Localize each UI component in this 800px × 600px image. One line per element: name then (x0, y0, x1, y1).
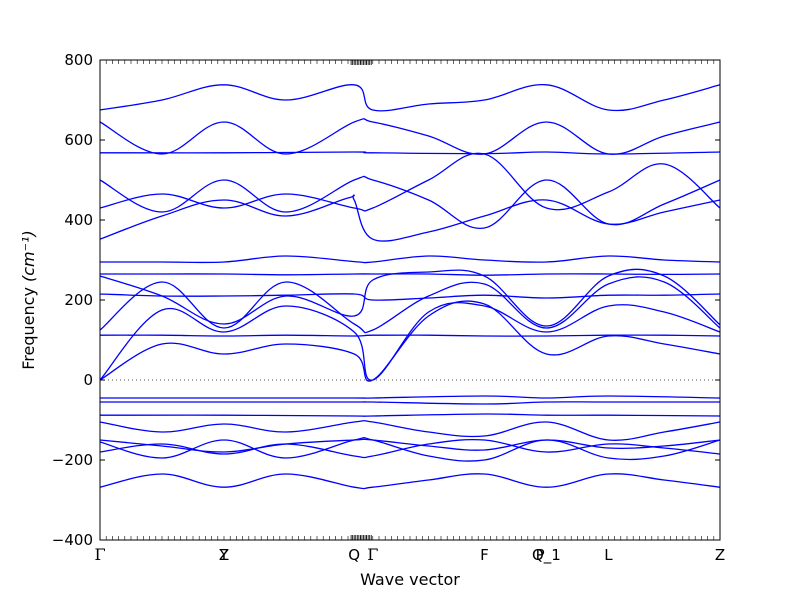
y-axis-label-unit: (cm⁻¹) (19, 230, 38, 282)
x-axis-label: Wave vector (360, 570, 460, 589)
x-tick-label-7: P (536, 546, 545, 564)
y-tick-label: −200 (52, 451, 93, 469)
x-ticks: Γ YZ Q Γ F PQ_1 L Z (94, 60, 725, 565)
y-axis-label-text: Frequency (19, 282, 38, 370)
x-tick-label-10: Z (715, 546, 725, 564)
y-tick-label: 400 (64, 211, 93, 229)
x-tick-label-1: Γ (94, 545, 105, 564)
x-tick-label-4: Q (348, 546, 360, 564)
plot-frame (99, 59, 721, 541)
band-line-18 (99, 420, 721, 441)
band-line-14 (99, 302, 721, 381)
band-line-6 (99, 194, 721, 242)
y-tick-label: 0 (83, 371, 93, 389)
band-line-16 (100, 401, 720, 405)
band-line-11 (99, 276, 721, 334)
band-line-5 (99, 152, 721, 212)
band-line-15 (100, 395, 721, 399)
y-tick-label: −400 (52, 531, 93, 549)
x-tick-label-8: Q_1 (532, 546, 561, 565)
band-line-1 (99, 84, 721, 112)
band-line-3 (99, 151, 721, 155)
band-line-10 (99, 293, 721, 301)
band-line-7 (100, 255, 721, 264)
y-axis-label: Frequency (cm⁻¹) (19, 230, 38, 369)
y-ticks: −400 −200 0 200 400 600 800 (52, 51, 720, 549)
x-tick-label-9: L (604, 546, 613, 564)
band-line-9 (99, 268, 721, 327)
band-line-22 (99, 473, 721, 490)
band-line-21 (99, 437, 721, 462)
y-tick-label: 200 (64, 291, 93, 309)
band-line-20 (99, 438, 721, 459)
x-tick-label-5: Γ (367, 545, 378, 564)
band-lines (99, 84, 721, 490)
x-tick-label-2: Y (218, 546, 229, 564)
band-line-17 (99, 413, 721, 417)
y-tick-label: 800 (64, 51, 93, 69)
y-tick-label: 600 (64, 131, 93, 149)
x-tick-label-6: F (480, 546, 489, 564)
band-line-19 (99, 438, 721, 453)
x-tick-label-3: Z (219, 546, 229, 564)
